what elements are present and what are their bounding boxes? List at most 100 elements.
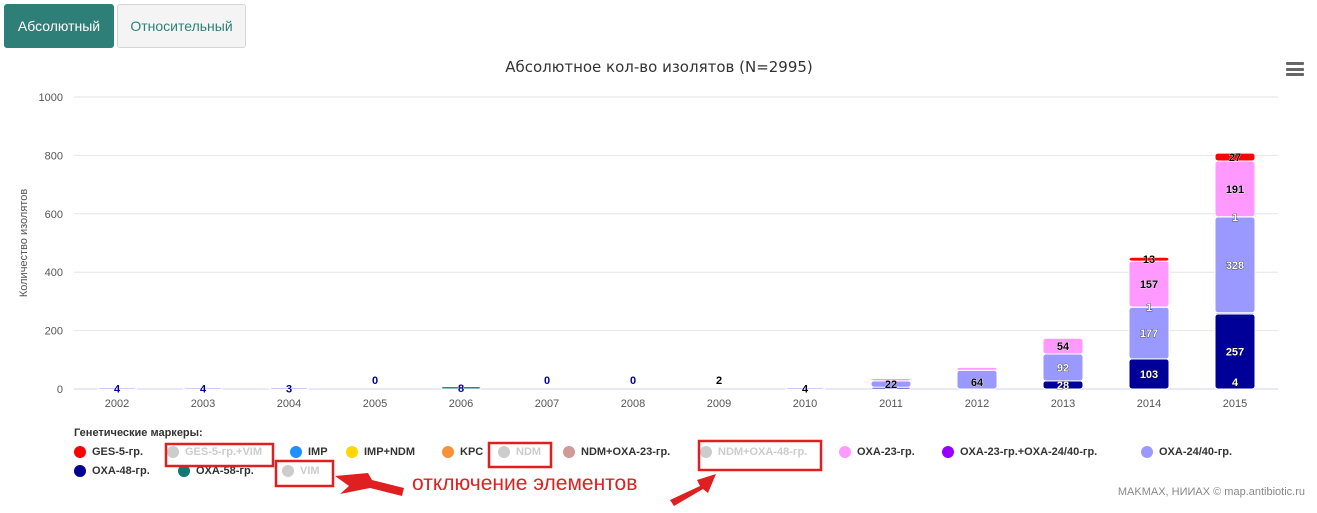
data-label: 4	[114, 383, 121, 395]
bar-segment[interactable]	[96, 387, 138, 390]
legend-item[interactable]: OXA-58-гр.	[178, 465, 254, 477]
chart-title: Абсолютное кол-во изолятов (N=2995)	[505, 58, 813, 76]
bar-segment[interactable]	[268, 387, 310, 390]
legend-label: KPC	[460, 446, 484, 458]
tab-relative[interactable]: Относительный	[117, 4, 246, 48]
legend-item[interactable]: VIM	[282, 465, 320, 477]
legend-item[interactable]: GES-5-гр.	[74, 446, 143, 458]
tab-absolute[interactable]: Абсолютный	[4, 4, 114, 48]
data-label: 4	[1232, 377, 1239, 389]
legend-marker-icon	[700, 446, 712, 458]
legend-item[interactable]: OXA-23-гр.	[839, 446, 915, 458]
bar-segment[interactable]	[784, 387, 826, 390]
x-tick-label: 2011	[879, 398, 903, 410]
legend-marker-icon	[74, 446, 86, 458]
bar-segment[interactable]	[1042, 337, 1084, 355]
legend-label: OXA-58-гр.	[196, 465, 254, 477]
credits: MAKMAX, НИИАХ © map.antibiotic.ru	[1117, 486, 1305, 498]
y-axis-label: Количество изолятов	[18, 189, 30, 297]
view-mode-tabs: Абсолютный Относительный	[4, 4, 246, 48]
y-tick-label: 1000	[39, 92, 63, 104]
data-label: 0	[544, 375, 550, 387]
legend-label: NDM+OXA-23-гр.	[581, 446, 671, 458]
legend-title: Генетические маркеры:	[74, 427, 203, 439]
bar-segment[interactable]	[870, 377, 912, 382]
data-label: 22	[885, 379, 897, 391]
legend-label: NDM	[516, 446, 542, 458]
legend-marker-icon	[498, 446, 510, 458]
legend-item[interactable]: OXA-23-гр.+OXA-24/40-гр.	[942, 446, 1097, 458]
legend-item[interactable]: IMP	[290, 446, 328, 458]
data-label: 4	[802, 383, 809, 395]
data-label: 27	[1229, 152, 1241, 164]
legend-marker-icon	[74, 465, 86, 477]
data-label: 177	[1140, 328, 1158, 340]
data-label: 54	[1057, 341, 1070, 353]
legend-item[interactable]: OXA-48-гр.	[74, 465, 150, 477]
legend-marker-icon	[563, 446, 575, 458]
data-label: 191	[1226, 184, 1244, 196]
data-label: 328	[1226, 260, 1244, 272]
data-label: 0	[372, 375, 378, 387]
legend-marker-icon	[282, 465, 294, 477]
legend-label: OXA-48-гр.	[92, 465, 150, 477]
legend-marker-icon	[346, 446, 358, 458]
legend-item[interactable]: NDM+OXA-48-гр.	[700, 446, 807, 458]
hamburger-menu-icon[interactable]	[1286, 62, 1304, 78]
x-tick-label: 2015	[1223, 398, 1247, 410]
data-label: 13	[1143, 254, 1155, 266]
legend-marker-icon	[942, 446, 954, 458]
legend-marker-icon	[178, 465, 190, 477]
legend-label: VIM	[300, 465, 320, 477]
data-label: 4	[200, 383, 207, 395]
data-label: 103	[1140, 369, 1158, 381]
legend-label: OXA-23-гр.+OXA-24/40-гр.	[960, 446, 1098, 458]
data-label: 28	[1057, 380, 1069, 392]
legend-item[interactable]: IMP+NDM	[346, 446, 415, 458]
bar-segment[interactable]	[440, 386, 482, 390]
bar-segment[interactable]	[1214, 152, 1256, 162]
legend-label: GES-5-гр.	[92, 446, 144, 458]
x-tick-label: 2004	[277, 398, 301, 410]
legend-marker-icon	[167, 446, 179, 458]
x-tick-label: 2006	[449, 398, 473, 410]
data-label: 1	[1146, 302, 1152, 314]
x-tick-label: 2002	[105, 398, 129, 410]
legend-marker-icon	[442, 446, 454, 458]
legend-label: IMP+NDM	[364, 446, 416, 458]
x-tick-label: 2005	[363, 398, 387, 410]
legend-label: NDM+OXA-48-гр.	[718, 446, 808, 458]
legend-marker-icon	[839, 446, 851, 458]
y-tick-label: 0	[57, 384, 63, 396]
x-tick-label: 2008	[621, 398, 645, 410]
x-tick-label: 2009	[707, 398, 731, 410]
bar-segment[interactable]	[956, 366, 998, 371]
data-label: 2	[716, 375, 722, 387]
legend-label: OXA-24/40-гр.	[1159, 446, 1233, 458]
legend-marker-icon	[290, 446, 302, 458]
legend-item[interactable]: GES-5-гр.+VIM	[167, 446, 262, 458]
x-tick-label: 2007	[535, 398, 559, 410]
data-label: 0	[630, 375, 636, 387]
data-label: 8	[458, 383, 464, 395]
legend-item[interactable]: NDM+OXA-23-гр.	[563, 446, 670, 458]
x-tick-label: 2013	[1051, 398, 1075, 410]
data-label: 3	[286, 384, 292, 396]
y-tick-label: 600	[45, 209, 63, 221]
data-label: 64	[971, 377, 984, 389]
y-tick-label: 400	[45, 267, 63, 279]
legend-item[interactable]: NDM	[498, 446, 541, 458]
bar-segment[interactable]	[1128, 256, 1170, 262]
x-tick-label: 2010	[793, 398, 817, 410]
annotation-text: отключение элементов	[412, 472, 638, 495]
legend-marker-icon	[1141, 446, 1153, 458]
legend-item[interactable]: OXA-24/40-гр.	[1141, 446, 1232, 458]
data-label: 257	[1226, 346, 1244, 358]
x-tick-label: 2003	[191, 398, 215, 410]
bar-segment[interactable]	[182, 387, 224, 390]
data-label: 157	[1140, 279, 1158, 291]
y-tick-label: 200	[45, 326, 63, 338]
legend-item[interactable]: KPC	[442, 446, 483, 458]
y-tick-label: 800	[45, 150, 63, 162]
